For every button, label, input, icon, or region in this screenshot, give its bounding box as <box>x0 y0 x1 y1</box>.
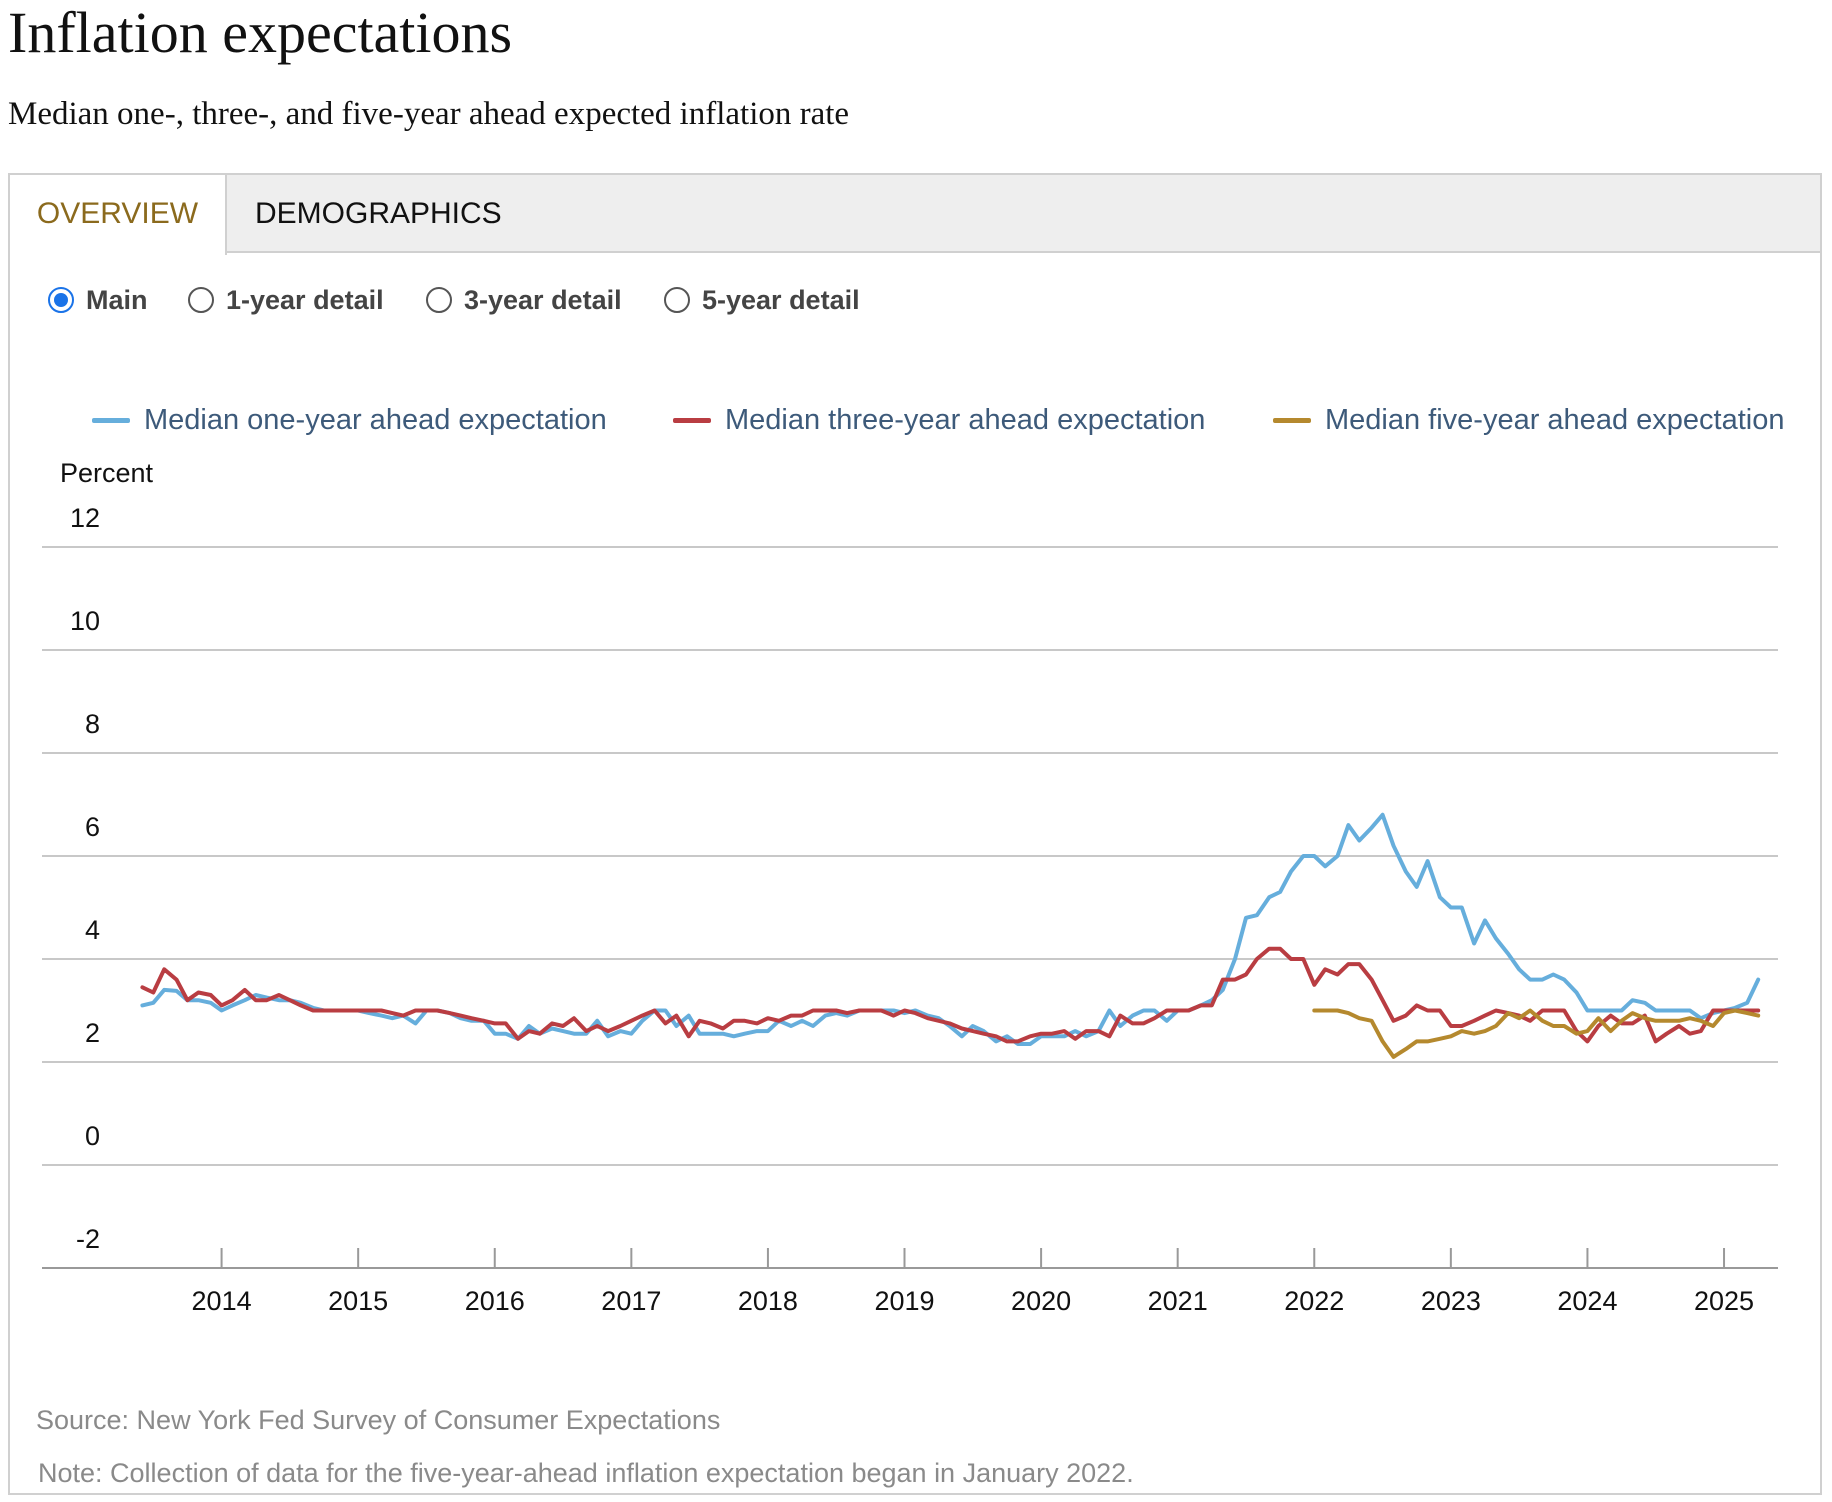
radio-5-year-detail-indicator[interactable] <box>664 287 690 313</box>
x-axis: 2014 2015 2016 2017 2018 2019 2020 2021 2022 2023… <box>42 1248 1778 1316</box>
series-five-year-line[interactable] <box>1312 1008 1761 1059</box>
y-tick-label: 4 <box>85 915 100 945</box>
y-tick-label: 10 <box>70 606 100 636</box>
page-title: Inflation expectations <box>8 0 513 65</box>
legend-five-year-label: Median five-year ahead expectation <box>1325 403 1785 436</box>
x-tick-label: 2021 <box>1148 1286 1208 1316</box>
series-three-year-line[interactable] <box>140 946 1761 1044</box>
y-tick-label: 6 <box>85 812 100 842</box>
legend-five-year-swatch <box>1273 417 1311 423</box>
page-subtitle: Median one-, three-, and five-year ahead… <box>8 96 850 132</box>
legend-five-year[interactable]: Median five-year ahead expectation <box>1273 400 1784 440</box>
chart-panel: OVERVIEW DEMOGRAPHICS Main 1-year detail… <box>8 173 1822 1495</box>
radio-main-label: Main <box>86 284 148 315</box>
legend-one-year-swatch <box>92 417 130 423</box>
line-chart: Percent -2 0 2 4 6 8 10 12 2014 2015 2016 2017 2018… <box>42 458 1778 1316</box>
radio-5-year-detail-label: 5-year detail <box>702 284 860 315</box>
x-tick-label: 2015 <box>328 1286 388 1316</box>
legend-three-year-label: Median three-year ahead expectation <box>725 403 1206 436</box>
series-layer <box>140 812 1761 1059</box>
radio-1-year-detail-label: 1-year detail <box>226 284 384 315</box>
x-tick-label: 2024 <box>1557 1286 1617 1316</box>
x-tick-label: 2014 <box>192 1286 252 1316</box>
y-tick-label: 8 <box>85 709 100 739</box>
legend-three-year-swatch <box>673 417 711 423</box>
chart-legend: Median one-year ahead expectation Median… <box>10 400 1820 440</box>
y-tick-label: 2 <box>85 1018 100 1048</box>
y-axis-title: Percent <box>60 458 154 488</box>
x-tick-label: 2017 <box>601 1286 661 1316</box>
y-tick-label: 12 <box>70 503 100 533</box>
x-tick-label: 2019 <box>874 1286 934 1316</box>
x-tick-label: 2023 <box>1421 1286 1481 1316</box>
y-tick-label: 0 <box>85 1121 100 1151</box>
tab-overview[interactable]: OVERVIEW <box>10 175 227 255</box>
radio-1-year-detail[interactable]: 1-year detail <box>188 280 384 320</box>
y-tick-label: -2 <box>76 1224 100 1254</box>
x-tick-label: 2022 <box>1284 1286 1344 1316</box>
radio-main[interactable]: Main <box>48 280 148 320</box>
series-one-year-line[interactable] <box>140 812 1761 1046</box>
x-tick-label: 2020 <box>1011 1286 1071 1316</box>
tab-demographics[interactable]: DEMOGRAPHICS <box>255 197 502 230</box>
x-tick-label: 2016 <box>465 1286 525 1316</box>
grid-layer: -2 0 2 4 6 8 10 12 <box>42 503 1778 1254</box>
x-tick-label: 2018 <box>738 1286 798 1316</box>
radio-1-year-detail-indicator[interactable] <box>188 287 214 313</box>
footnote: Note: Collection of data for the five-ye… <box>38 1458 1134 1488</box>
legend-one-year-label: Median one-year ahead expectation <box>144 403 607 436</box>
x-tick-label: 2025 <box>1694 1286 1754 1316</box>
radio-3-year-detail-label: 3-year detail <box>464 284 622 315</box>
view-options: Main 1-year detail 3-year detail 5-year … <box>10 280 1820 320</box>
radio-3-year-detail[interactable]: 3-year detail <box>426 280 622 320</box>
tab-bar: OVERVIEW DEMOGRAPHICS <box>10 175 1820 255</box>
legend-one-year[interactable]: Median one-year ahead expectation <box>92 400 607 440</box>
legend-three-year[interactable]: Median three-year ahead expectation <box>673 400 1205 440</box>
radio-3-year-detail-indicator[interactable] <box>426 287 452 313</box>
source-note: Source: New York Fed Survey of Consumer … <box>36 1405 721 1435</box>
radio-main-indicator[interactable] <box>48 287 74 313</box>
radio-5-year-detail[interactable]: 5-year detail <box>664 280 860 320</box>
